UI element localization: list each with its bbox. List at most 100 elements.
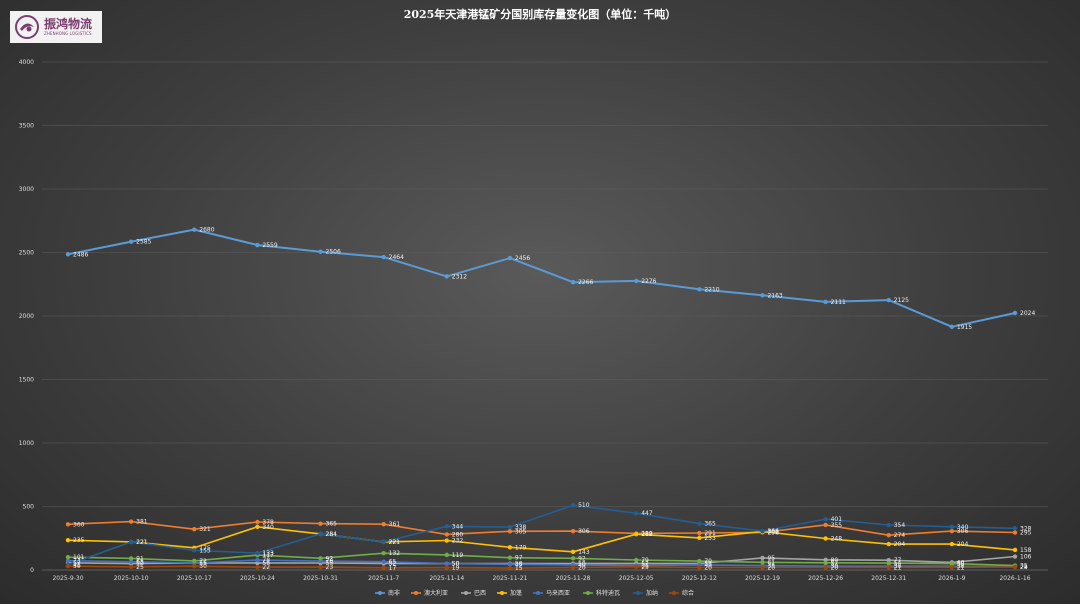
y-tick-label: 2000 xyxy=(19,313,34,320)
data-label: 338 xyxy=(515,524,527,531)
data-label: 15 xyxy=(515,565,523,572)
data-point xyxy=(192,527,197,532)
data-point xyxy=(192,558,197,564)
data-label: 55 xyxy=(199,560,207,567)
data-point xyxy=(255,557,260,563)
data-label: 22 xyxy=(262,564,270,571)
data-label: 1915 xyxy=(957,324,972,331)
series-lines xyxy=(65,227,1018,571)
data-label: 70 xyxy=(704,558,712,565)
x-tick-label: 2025-9-30 xyxy=(52,575,83,582)
data-point xyxy=(634,531,639,537)
data-point xyxy=(507,524,513,530)
data-label: 41 xyxy=(73,562,81,569)
data-label: 2111 xyxy=(831,299,846,306)
y-tick-label: 4000 xyxy=(19,59,34,66)
data-point xyxy=(444,565,449,570)
data-label: 365 xyxy=(326,521,338,528)
legend-entry: 科特迪瓦 xyxy=(596,589,620,597)
company-logo: 振鸿物流 ZHENHONG LOGISTICS xyxy=(10,11,102,43)
data-label: 306 xyxy=(578,528,590,535)
data-point xyxy=(381,254,386,260)
data-label: 221 xyxy=(136,539,148,546)
data-point xyxy=(128,556,134,561)
data-point xyxy=(444,561,449,566)
data-point xyxy=(634,511,639,516)
data-point xyxy=(1012,310,1018,316)
data-point xyxy=(1012,547,1018,553)
data-label: 79 xyxy=(641,557,649,564)
data-point xyxy=(760,293,765,298)
data-label: 280 xyxy=(452,531,464,538)
y-tick-label: 3500 xyxy=(19,123,34,130)
data-label: 91 xyxy=(136,555,144,562)
data-point xyxy=(697,530,702,536)
data-label: 2456 xyxy=(515,255,530,262)
data-label: 2486 xyxy=(73,251,88,258)
data-label: 2464 xyxy=(389,254,404,261)
data-label: 65 xyxy=(389,559,397,566)
data-point xyxy=(634,564,639,570)
data-point xyxy=(760,528,765,534)
data-point xyxy=(65,522,71,527)
data-label: 57 xyxy=(831,560,839,567)
data-label: 2276 xyxy=(641,278,656,285)
data-label: 52 xyxy=(641,560,649,567)
data-point xyxy=(255,242,260,248)
y-tick-label: 0 xyxy=(30,567,34,574)
data-label: 2266 xyxy=(578,279,593,286)
y-tick-label: 500 xyxy=(23,504,35,511)
data-point xyxy=(507,562,513,567)
legend-swatch-marker xyxy=(414,591,418,595)
data-point xyxy=(760,565,765,570)
data-point xyxy=(128,564,134,570)
data-point xyxy=(507,555,513,560)
data-label: 78 xyxy=(262,557,270,564)
data-point xyxy=(381,521,386,527)
y-tick-label: 1500 xyxy=(19,377,34,384)
data-point xyxy=(823,522,828,528)
data-point xyxy=(255,519,260,525)
data-label: 60 xyxy=(957,559,965,566)
data-point xyxy=(444,552,449,558)
legend-entry: 加蓬 xyxy=(510,589,522,597)
data-label: 401 xyxy=(831,516,843,523)
data-point xyxy=(949,324,955,329)
data-point xyxy=(886,560,891,566)
data-point xyxy=(886,533,891,538)
data-label: 235 xyxy=(73,537,85,544)
data-point xyxy=(760,555,765,561)
data-point xyxy=(128,539,134,545)
data-point xyxy=(128,559,134,564)
data-label: 92 xyxy=(326,555,334,562)
data-point xyxy=(886,541,891,547)
data-label: 54 xyxy=(894,560,902,567)
data-label: 23 xyxy=(326,564,334,571)
series-line xyxy=(67,555,1016,565)
data-label: 291 xyxy=(704,530,716,537)
legend-swatch-marker xyxy=(500,591,504,595)
data-point xyxy=(444,538,449,543)
x-tick-label: 2025-12-19 xyxy=(745,575,780,582)
data-label: 80 xyxy=(831,557,839,564)
data-point xyxy=(570,280,576,285)
data-point xyxy=(65,252,71,257)
data-label: 25 xyxy=(641,564,649,571)
data-label: 133 xyxy=(262,550,274,557)
data-label: 354 xyxy=(894,522,906,529)
data-label: 51 xyxy=(704,561,712,568)
data-point xyxy=(65,563,71,569)
x-axis-ticks: 2025-9-30 2025-10-10 2025-10-17 2025-10-24 2… xyxy=(52,575,1030,582)
x-tick-label: 2026-1-9 xyxy=(938,575,965,582)
data-point xyxy=(823,516,828,522)
data-label: 2680 xyxy=(199,227,214,234)
data-label: 221 xyxy=(136,539,148,546)
data-label: 288 xyxy=(641,530,653,537)
data-label: 50 xyxy=(452,561,460,568)
data-label: 30 xyxy=(831,563,839,570)
data-point xyxy=(507,255,513,261)
data-label: 204 xyxy=(957,541,969,548)
data-point xyxy=(192,563,197,569)
data-point xyxy=(507,529,513,534)
data-label: 21 xyxy=(957,564,965,571)
